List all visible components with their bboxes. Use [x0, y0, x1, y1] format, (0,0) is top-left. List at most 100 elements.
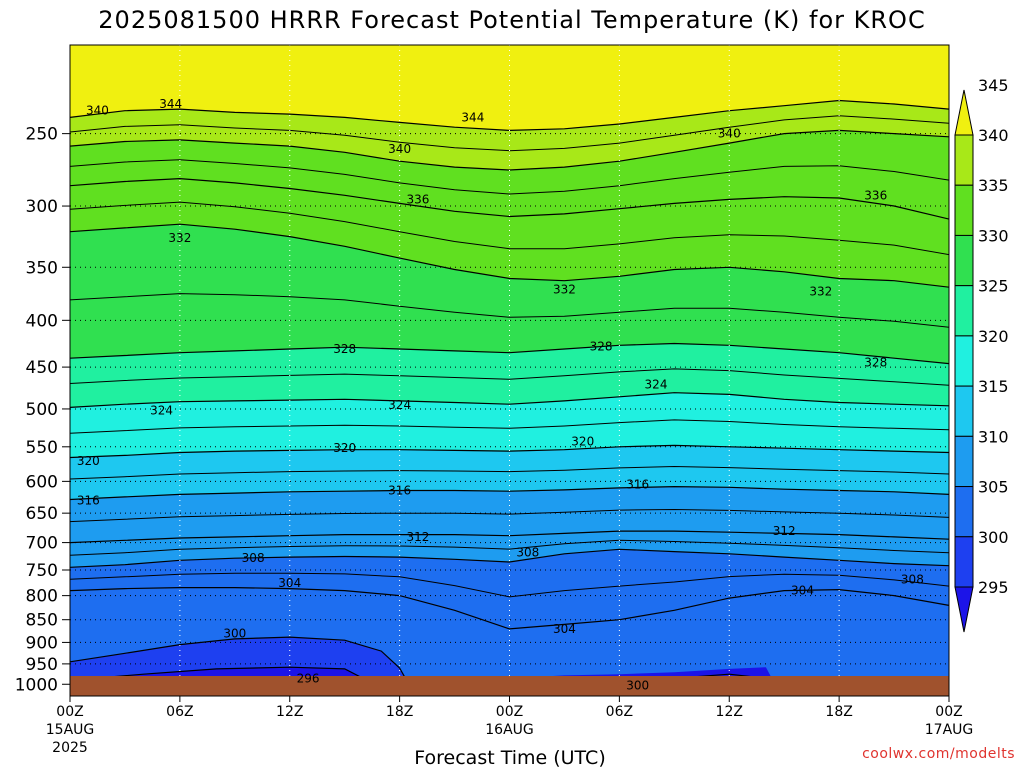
y-tick-label-800: 800	[26, 587, 58, 607]
plot-area	[70, 45, 949, 677]
colorbar-swatch	[954, 486, 974, 538]
isentrope-minor	[70, 201, 949, 256]
y-tick-label-900: 900	[26, 633, 58, 653]
y-tick-label-600: 600	[26, 472, 58, 492]
colorbar-swatch	[954, 234, 974, 287]
x-tick-date: 16AUG	[485, 722, 534, 738]
colorbar-swatch	[954, 435, 974, 488]
colorbar-swatch	[954, 134, 974, 186]
colorbar-label-345: 345	[978, 76, 1009, 95]
contour-label-304: 304	[278, 576, 301, 590]
y-tick-label-400: 400	[26, 311, 58, 331]
contour-label-316: 316	[77, 494, 100, 508]
y-tick-label-300: 300	[26, 197, 58, 217]
x-tick-label: 06Z	[166, 704, 193, 720]
colorbar-arrow-bottom	[954, 586, 974, 633]
contour-label-320: 320	[333, 441, 356, 455]
x-tick-label: 00Z	[56, 704, 83, 720]
contour-label-316: 316	[388, 484, 411, 498]
band-below-300	[70, 637, 755, 677]
colorbar-label-295: 295	[978, 578, 1009, 597]
chart-title: 2025081500 HRRR Forecast Potential Tempe…	[98, 6, 925, 34]
band-below-296	[109, 667, 361, 677]
theta-bands	[70, 45, 949, 677]
isentrope-328	[70, 342, 949, 365]
isentrope-lines	[70, 99, 949, 677]
colorbar-label-300: 300	[978, 528, 1009, 547]
grid-lines	[70, 45, 949, 677]
contour-label-328: 328	[590, 339, 613, 353]
isentrope-minor	[70, 572, 949, 598]
y-tick-label-650: 650	[26, 504, 58, 524]
contour-label-312: 312	[773, 524, 796, 538]
contour-label-304: 304	[553, 622, 576, 636]
x-tick-label: 18Z	[386, 704, 413, 720]
colorbar-swatch	[954, 184, 974, 236]
isentrope-minor	[70, 159, 949, 195]
y-tick-label-450: 450	[26, 358, 58, 378]
contour-label-344: 344	[461, 110, 484, 124]
x-tick-label: 12Z	[276, 704, 303, 720]
y-tick-label-500: 500	[26, 400, 58, 420]
contour-label-324: 324	[645, 377, 668, 391]
colorbar-label-340: 340	[978, 126, 1009, 145]
contour-label-328: 328	[333, 342, 356, 356]
y-tick-label-1000: 1000	[15, 675, 58, 695]
x-axis-ticks: 00Z 15AUG 2025 06Z 12Z 18Z 00Z 16AUG 06Z 12Z 18Z 00…	[46, 696, 974, 756]
colorbar-arrow-top	[954, 89, 974, 136]
isentrope-minor	[70, 419, 949, 434]
isentrope-304	[70, 587, 949, 630]
colorbar-label-325: 325	[978, 277, 1009, 296]
isentrope-minor	[70, 465, 949, 480]
credit-text: coolwx.com/modelts	[862, 746, 1015, 762]
colorbar-swatch	[954, 536, 974, 588]
y-tick-label-550: 550	[26, 438, 58, 458]
contour-label-328: 328	[864, 356, 887, 370]
contour-label-332: 332	[809, 284, 832, 298]
contour-label-340: 340	[388, 142, 411, 156]
colorbar-swatch	[954, 285, 974, 337]
x-tick-label: 00Z	[496, 704, 523, 720]
contour-label-332: 332	[553, 282, 576, 296]
contour-label-300: 300	[626, 678, 649, 692]
x-axis-label: Forecast Time (UTC)	[414, 747, 605, 768]
contour-label-324: 324	[388, 398, 411, 412]
contour-label-304: 304	[791, 584, 814, 598]
isentrope-minor	[70, 293, 949, 328]
colorbar-swatch	[954, 385, 974, 437]
contour-label-340: 340	[718, 127, 741, 141]
band-top	[70, 45, 949, 131]
colorbar-label-335: 335	[978, 176, 1009, 195]
colorbar-label-320: 320	[978, 327, 1009, 346]
colorbar-label-310: 310	[978, 427, 1009, 446]
contour-label-312: 312	[406, 530, 429, 544]
contour-label-296: 296	[297, 671, 320, 685]
surface-ground	[70, 676, 949, 696]
contour-label-300: 300	[223, 626, 246, 640]
x-tick-label: 06Z	[606, 704, 633, 720]
x-tick-year: 2025	[52, 740, 88, 756]
y-tick-label-250: 250	[26, 125, 58, 145]
contour-label-332: 332	[168, 231, 191, 245]
y-tick-label-750: 750	[26, 561, 58, 581]
contour-labels: 344 344 340 340 340 336 336 332 332 332 328 328 328 3…	[77, 97, 924, 692]
isentrope-minor	[70, 539, 949, 556]
y-axis-ticks: 2503003504004505005506006507007508008509…	[15, 125, 70, 695]
x-tick-label: 00Z	[935, 704, 962, 720]
contour-label-308: 308	[516, 546, 539, 560]
contour-label-336: 336	[406, 192, 429, 206]
isentrope-336	[70, 177, 949, 220]
contour-label-344: 344	[159, 97, 182, 111]
contour-label-340: 340	[86, 104, 109, 118]
y-tick-label-700: 700	[26, 534, 58, 554]
colorbar: 295 300 305 310 315 320 325 330 335 340 345	[954, 76, 1009, 633]
isentrope-316	[70, 485, 949, 501]
colorbar-swatch	[954, 335, 974, 387]
contour-label-308: 308	[242, 551, 265, 565]
colorbar-label-315: 315	[978, 377, 1009, 396]
isentrope-308	[70, 548, 949, 568]
x-tick-date: 17AUG	[925, 722, 974, 738]
contour-label-320: 320	[77, 454, 100, 468]
colorbar-label-330: 330	[978, 226, 1009, 245]
colorbar-label-305: 305	[978, 478, 1009, 497]
